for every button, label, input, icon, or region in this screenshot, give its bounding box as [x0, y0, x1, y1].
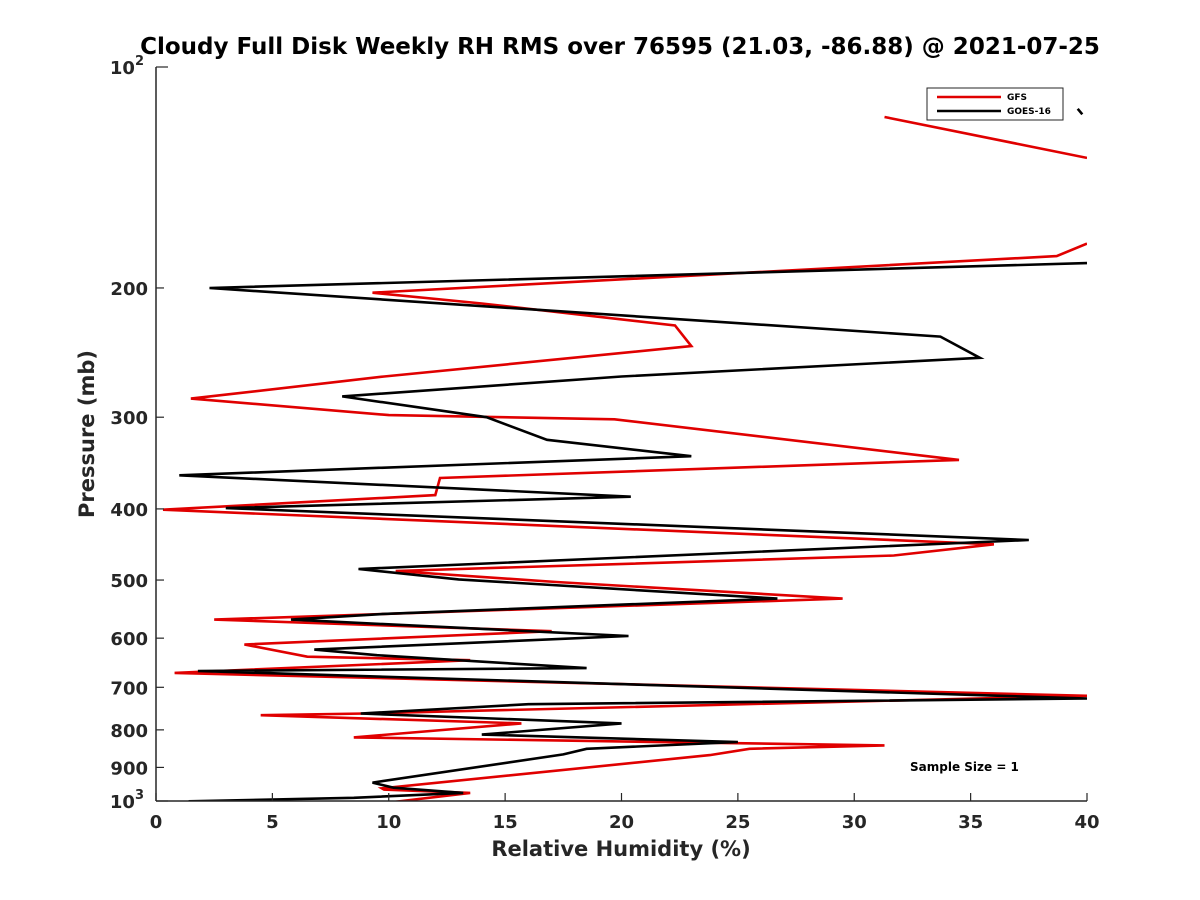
y-tick-label: 500: [110, 571, 148, 592]
x-tick-label: 5: [266, 812, 279, 833]
x-tick-label: 10: [376, 812, 401, 833]
series-line-gfs-2: [162, 242, 1087, 801]
y-tick-label: 800: [110, 721, 148, 742]
y-tick-label: 600: [110, 629, 148, 650]
sample-size-annotation: Sample Size = 1: [910, 760, 1019, 774]
y-axis-ticks: 200 300 400 500 600 700 800 900 102 103: [110, 54, 168, 813]
y-tick-label: 400: [110, 500, 148, 521]
x-tick-label: 20: [609, 812, 634, 833]
y-tick-label: 900: [110, 758, 148, 779]
x-tick-label: 25: [725, 812, 750, 833]
x-axis-ticks: 0 5 10 15 20 25 30 35 40: [150, 793, 1100, 833]
x-tick-label: 0: [150, 812, 163, 833]
y-tick-label: 300: [110, 408, 148, 429]
x-tick-label: 40: [1074, 812, 1099, 833]
series-line-goes16-1: [1076, 107, 1084, 116]
y-tick-label: 200: [110, 279, 148, 300]
series-line-goes16-2: [179, 261, 1087, 801]
x-tick-label: 15: [493, 812, 518, 833]
legend: GFS GOES-16: [926, 87, 1064, 121]
x-axis-label: Relative Humidity (%): [491, 837, 750, 861]
y-major-tick-label: 103: [110, 788, 144, 813]
series-line-gfs-1: [884, 115, 1087, 160]
legend-label-goes16: GOES-16: [1007, 107, 1051, 117]
x-tick-label: 35: [958, 812, 983, 833]
x-tick-label: 30: [842, 812, 867, 833]
y-tick-label: 700: [110, 678, 148, 699]
legend-label-gfs: GFS: [1007, 93, 1027, 103]
legend-box: [926, 87, 1064, 121]
series-layer: [162, 107, 1087, 801]
chart-title: Cloudy Full Disk Weekly RH RMS over 7659…: [140, 34, 1100, 60]
y-major-tick-label: 102: [110, 54, 144, 79]
y-axis-label: Pressure (mb): [75, 350, 99, 518]
